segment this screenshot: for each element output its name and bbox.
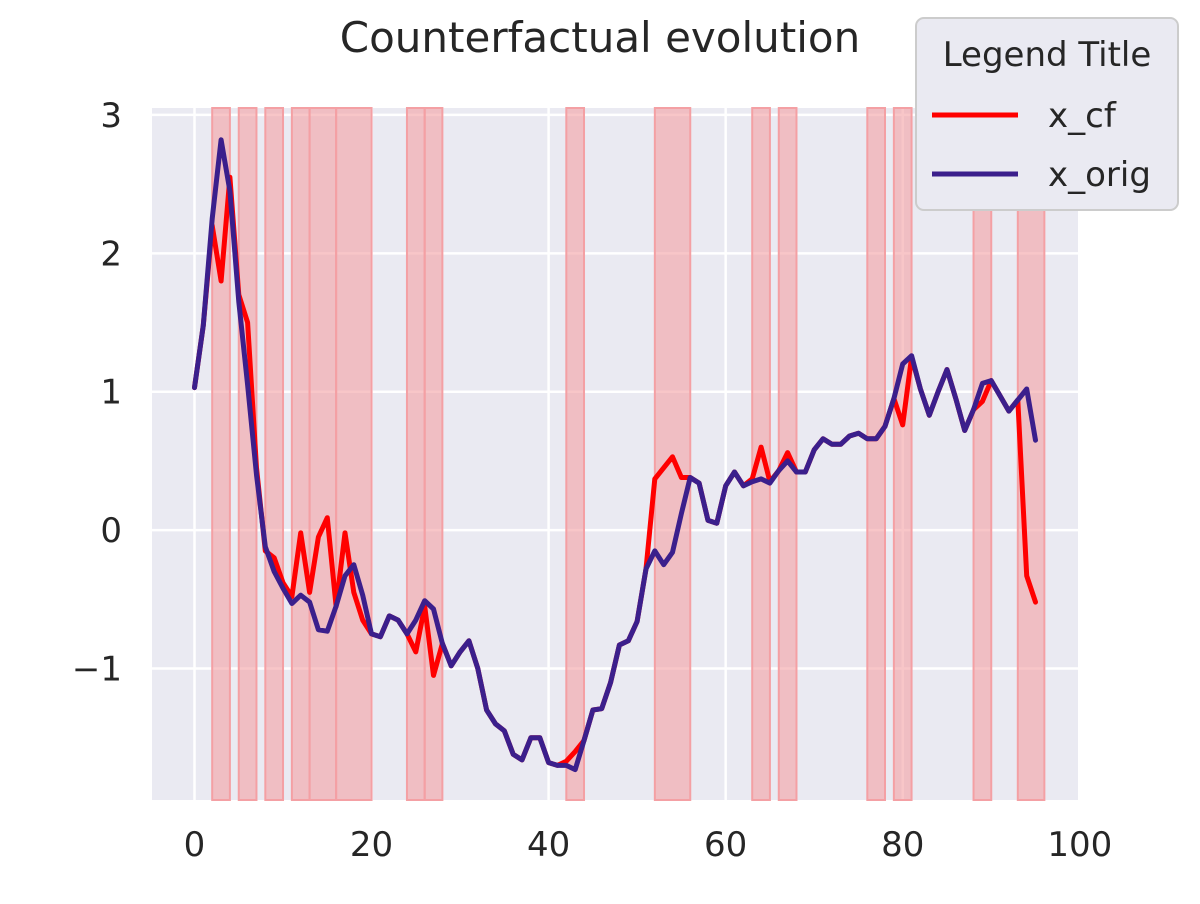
y-tick-label: 1 — [100, 373, 122, 413]
y-tick-label: −1 — [72, 650, 122, 690]
series-line-x-orig — [192, 137, 1038, 773]
x-tick-label: 100 — [1047, 825, 1112, 865]
y-tick-label: 0 — [100, 511, 122, 551]
highlight-band — [308, 107, 338, 801]
highlight-band — [972, 107, 993, 801]
highlight-band — [653, 107, 692, 801]
plot-area: 0 20 40 60 80 100 −1 0 1 2 3 — [72, 96, 1112, 865]
x-tick-label: 0 — [184, 825, 206, 865]
legend-title: Legend Title — [943, 35, 1152, 75]
highlight-band — [405, 107, 426, 801]
y-tick-label: 2 — [100, 234, 122, 274]
highlight-band — [335, 107, 373, 801]
highlight-band — [423, 107, 444, 801]
highlight-band — [264, 107, 285, 801]
x-tick-label: 60 — [704, 825, 747, 865]
highlight-band — [892, 107, 913, 801]
legend-label-x-orig: x_orig — [1048, 155, 1151, 195]
legend-label-x-cf: x_cf — [1048, 96, 1117, 136]
highlight-band — [565, 107, 586, 801]
legend-frame — [915, 17, 1179, 211]
highlight-band — [866, 107, 887, 801]
highlight-band — [211, 107, 231, 801]
chart-title: Counterfactual evolution — [340, 13, 860, 62]
x-tick-label: 20 — [350, 825, 393, 865]
x-tick-label: 40 — [527, 825, 570, 865]
x-tick-label: 80 — [881, 825, 924, 865]
highlight-band — [290, 107, 311, 801]
legend: Legend Title x_cf x_orig — [915, 17, 1179, 211]
y-tick-label: 3 — [100, 96, 122, 136]
